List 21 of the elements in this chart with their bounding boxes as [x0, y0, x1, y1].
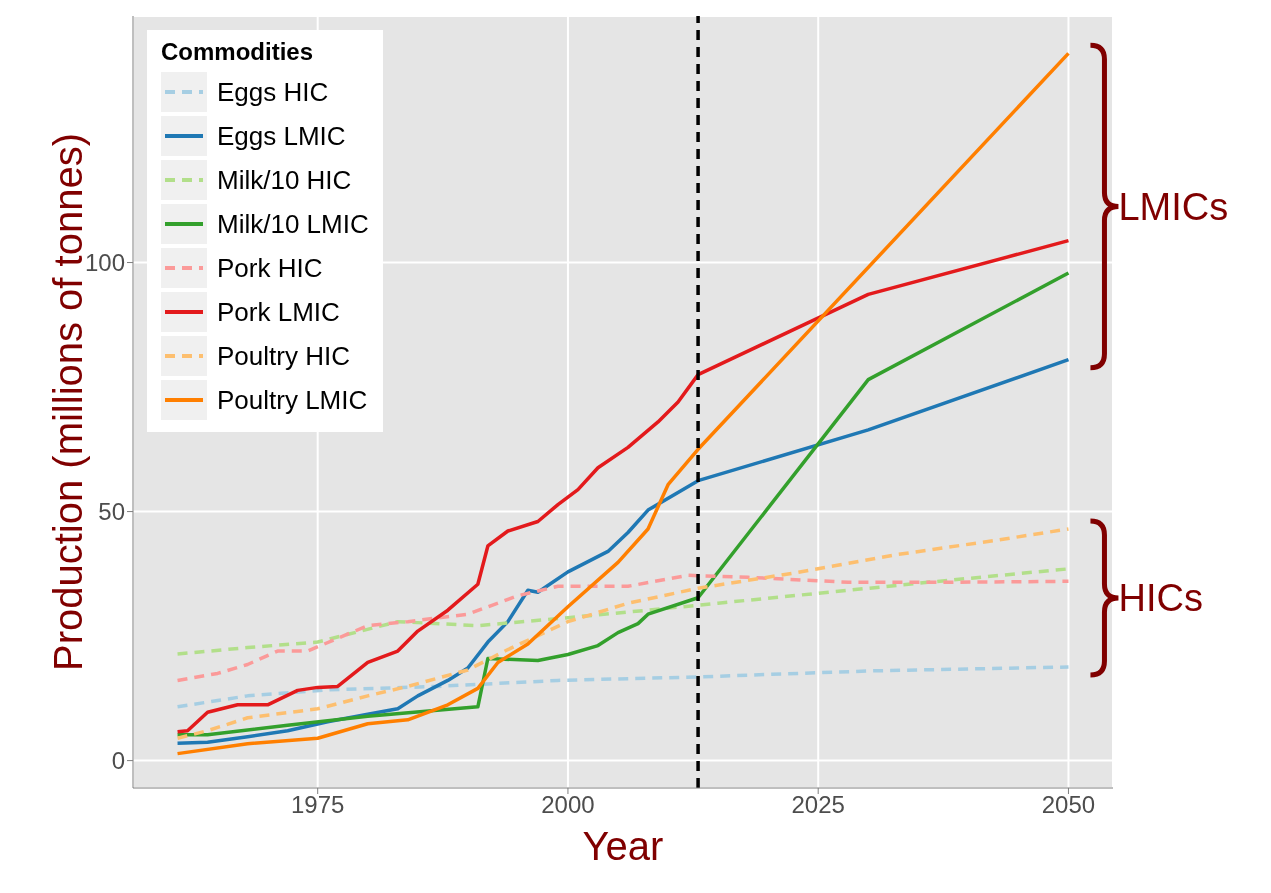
line-series	[175, 573, 1071, 683]
x-tick-label: 1975	[290, 791, 345, 819]
line-series	[175, 527, 1071, 740]
text: HICs	[1118, 576, 1203, 619]
line-series	[175, 665, 1071, 709]
x-tick-label: 2025	[791, 791, 845, 819]
legend-label: Milk/10 HIC	[217, 164, 352, 196]
legend-label: Eggs LMIC	[217, 120, 346, 152]
legend-label: Pork HIC	[217, 252, 323, 284]
legend-label: Eggs HIC	[217, 76, 329, 108]
y-tick-label: 50	[98, 498, 125, 526]
y-tick-label: 0	[111, 747, 125, 775]
x-tick-label: 2050	[1041, 791, 1096, 819]
legend-label: Milk/10 LMIC	[217, 208, 369, 240]
x-tick-label: 2000	[541, 791, 595, 819]
legend-label: Pork LMIC	[217, 296, 340, 328]
legend-title: Commodities	[161, 38, 314, 66]
text: LMICs	[1118, 185, 1229, 228]
legend-label: Poultry HIC	[217, 340, 350, 372]
x-axis-title: Year	[582, 824, 664, 869]
legend-label: Poultry LMIC	[217, 384, 368, 416]
